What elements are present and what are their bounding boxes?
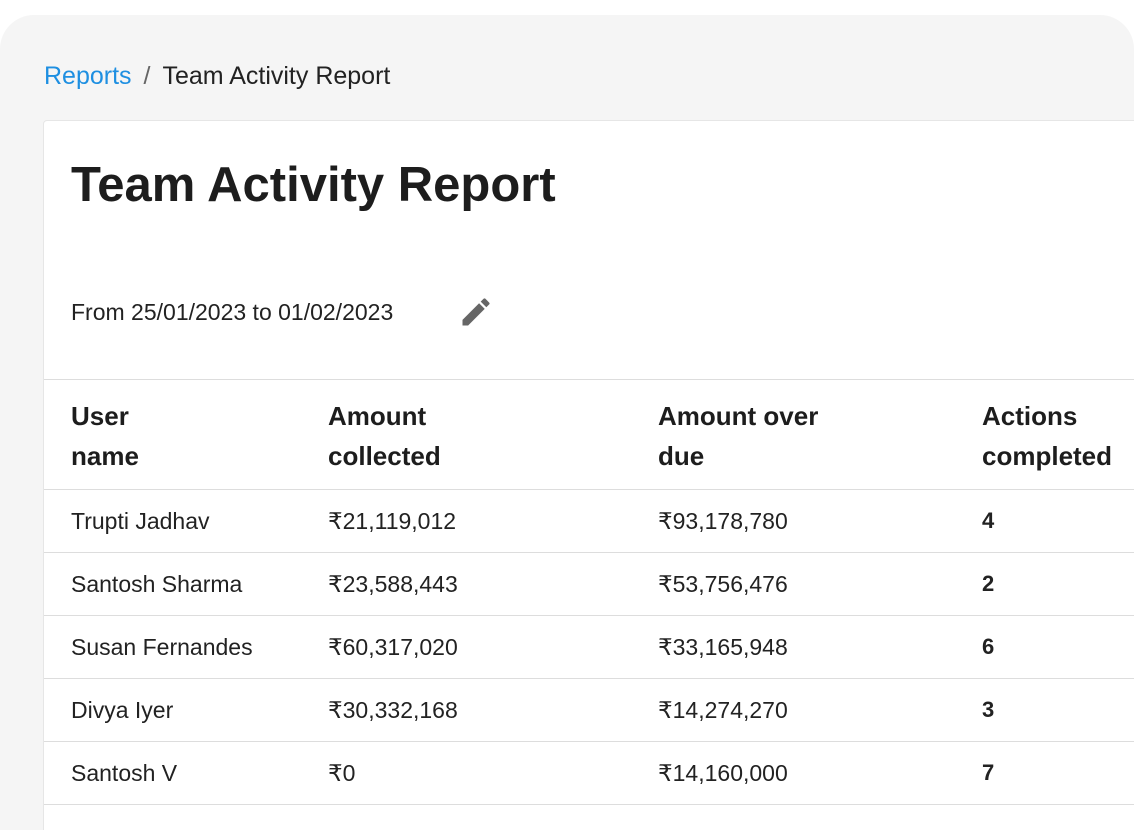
table-cell: ₹33,165,948 xyxy=(658,634,788,660)
table: User name Amount collected Amount over due… xyxy=(44,379,1134,805)
table-row: Trupti Jadhav ₹21,119,012 ₹93,178,780 4 xyxy=(44,490,1134,553)
table-cell: ₹93,178,780 xyxy=(658,508,788,534)
table-cell: 7 xyxy=(982,760,995,785)
column-header: Amount over due xyxy=(658,401,819,471)
app-background: Reports / Team Activity Report Team Activi… xyxy=(0,15,1134,830)
table-cell: ₹14,160,000 xyxy=(658,760,788,786)
breadcrumb-separator: / xyxy=(143,62,151,90)
table-cell: Santosh V xyxy=(71,760,178,786)
breadcrumb-current: Team Activity Report xyxy=(162,62,391,90)
table-cell: ₹0 xyxy=(328,760,356,786)
report-card: Team Activity Report From 25/01/2023 to … xyxy=(43,120,1134,830)
table-cell: ₹23,588,443 xyxy=(328,571,458,597)
table-cell: 2 xyxy=(982,571,995,596)
table-cell: 6 xyxy=(982,634,995,659)
table-cell: ₹53,756,476 xyxy=(658,571,788,597)
table-cell: 4 xyxy=(982,508,995,533)
table-cell: Divya Iyer xyxy=(71,697,174,723)
table-cell: ₹30,332,168 xyxy=(328,697,458,723)
column-header: Actions completed xyxy=(982,401,1113,471)
header-row: User name Amount collected Amount over due… xyxy=(44,380,1134,490)
table-cell: Susan Fernandes xyxy=(71,634,253,660)
breadcrumb: Reports / Team Activity Report xyxy=(44,59,390,93)
table-cell: Trupti Jadhav xyxy=(71,508,210,534)
table-cell: ₹21,119,012 xyxy=(328,508,457,534)
table-cell: 3 xyxy=(982,697,995,722)
date-range: From 25/01/2023 to 01/02/2023 xyxy=(71,299,394,325)
edit-icon[interactable] xyxy=(458,294,494,330)
breadcrumb-link[interactable]: Reports xyxy=(44,62,132,90)
table-row: Susan Fernandes ₹60,317,020 ₹33,165,948 6 xyxy=(44,616,1134,679)
table-row: Santosh V ₹0 ₹14,160,000 7 xyxy=(44,742,1134,805)
table-cell: ₹60,317,020 xyxy=(328,634,458,660)
table-cell: ₹14,274,270 xyxy=(658,697,788,723)
table-row: Divya Iyer ₹30,332,168 ₹14,274,270 3 xyxy=(44,679,1134,742)
page-title: Team Activity Report xyxy=(71,158,556,212)
column-header: Amount collected xyxy=(328,401,441,471)
column-header: User name xyxy=(71,401,139,471)
table-cell: Santosh Sharma xyxy=(71,571,243,597)
table-row: Santosh Sharma ₹23,588,443 ₹53,756,476 2 xyxy=(44,553,1134,616)
